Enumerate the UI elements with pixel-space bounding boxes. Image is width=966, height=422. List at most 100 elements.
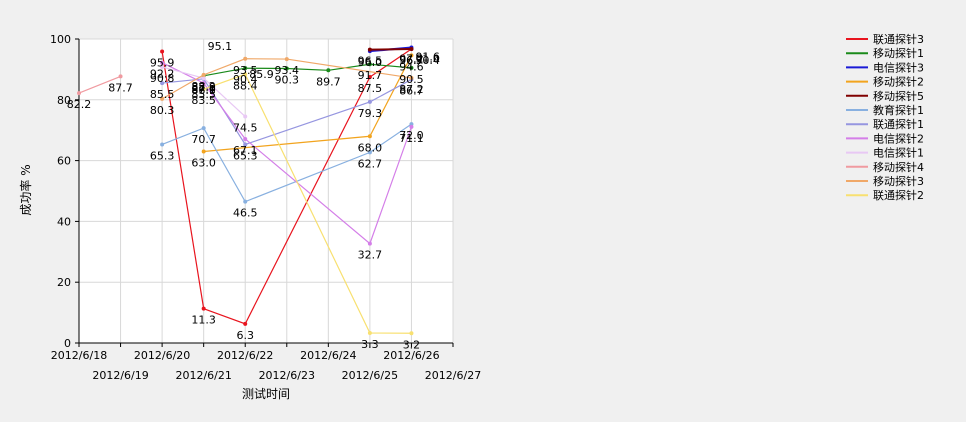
data-point [243,137,248,142]
data-point [160,60,165,65]
data-label: 87.2 [399,83,424,96]
legend-label: 联通探针3 [873,32,924,46]
series-8 [160,60,414,246]
data-label: 71.1 [399,132,424,145]
data-label: 3.2 [403,338,421,351]
data-point [367,241,372,246]
x-tick-label: 2012/6/19 [92,369,148,382]
data-label: 87.9 [191,81,216,94]
data-label: 63.0 [191,156,216,169]
data-point [367,75,372,79]
series-11 [160,56,414,101]
plot-area [79,39,453,343]
data-label: 68.0 [358,141,383,154]
data-label: 90.8 [150,72,175,85]
series-12 [201,72,414,336]
axis-layer: 0 20 40 60 80 100 2012/6/18 2012/6/19 2012/6/20 2… [50,33,481,382]
data-point [160,81,165,86]
data-label: 87.5 [358,82,383,95]
data-label: 46.5 [233,207,258,220]
series-5 [367,47,414,52]
data-label: 83.5 [191,94,216,107]
data-point [118,74,123,79]
data-label: 96.5 [358,55,383,68]
legend-label: 移动探针5 [873,89,924,103]
data-label: 65.3 [233,149,258,162]
data-label: 72.0 [399,129,424,142]
label-layer: 95.911.36.387.596.787.990.4 90.3 89.7 91.7 9… [67,40,440,351]
data-point [160,142,165,147]
data-point [409,65,414,70]
data-label: 80.3 [150,104,175,117]
data-point [409,47,414,52]
data-label: 82.2 [67,98,92,111]
y-tick-label: 0 [64,337,71,350]
data-label: 11.3 [191,314,216,327]
series-line [203,73,412,334]
data-point [409,124,414,129]
data-point [243,114,248,119]
data-label: 88.4 [233,79,258,92]
x-tick-label: 2012/6/23 [259,369,315,382]
data-label: 79.3 [358,107,383,120]
series-6 [160,122,414,204]
y-tick-label: 80 [57,94,71,107]
data-point [409,53,414,58]
series-layer [77,45,414,336]
x-tick-label: 2012/6/18 [51,349,107,362]
data-label: 70.7 [191,133,216,146]
data-label: 62.7 [358,157,383,170]
data-point [367,134,372,139]
data-label: 96.0 [358,56,383,69]
legend-label: 移动探针4 [873,160,924,174]
y-tick-label: 40 [57,215,71,228]
legend-label: 电信探针2 [873,131,924,145]
data-point [160,49,165,54]
data-label: 89.7 [316,75,341,88]
data-label: 93.5 [233,64,258,77]
data-point [326,68,331,73]
data-label: 96.7 [399,54,424,67]
data-label: 88.2 [191,80,216,93]
data-point [367,62,372,67]
data-label: 86.9 [191,84,216,97]
data-label: 90.4 [233,73,258,86]
x-tick-label: 2012/6/21 [175,369,231,382]
data-label: 90.3 [275,73,300,86]
y-tick-label: 60 [57,155,71,168]
data-label: 3.3 [361,338,379,351]
data-point [409,331,414,336]
data-label: 6.3 [236,329,254,342]
data-label: 93.4 [275,64,300,77]
annotation-label: 85.9 [249,68,274,81]
data-label: 65.3 [150,149,175,162]
annotation-label: 91.0 [415,52,440,65]
y-axis-title: 成功率 % [18,164,33,215]
annotation-label: 90.4 [415,54,440,67]
x-tick-label: 2012/6/25 [342,369,398,382]
data-label: 32.7 [358,249,383,262]
legend-label: 移动探针1 [873,46,924,60]
legend-label: 移动探针3 [873,174,924,188]
data-point [201,87,206,92]
data-point [243,72,248,77]
annotation-label: 91.6 [415,51,440,64]
series-line [369,48,412,51]
series-10 [77,74,123,96]
data-point [409,75,414,80]
series-4 [201,53,414,154]
x-tick-label: 2012/6/22 [217,349,273,362]
data-point [160,64,165,69]
legend-label: 联通探针2 [873,188,924,202]
annotation-label: 95.1 [208,40,233,53]
data-label: 87.7 [108,81,133,94]
data-point [367,99,372,104]
data-point [243,321,248,326]
legend-label: 联通探针1 [873,117,924,131]
data-label: 94.6 [399,60,424,73]
data-label: 92.2 [150,68,175,81]
data-point [367,330,372,335]
data-point [201,306,206,311]
data-label: 87.1 [191,83,216,96]
